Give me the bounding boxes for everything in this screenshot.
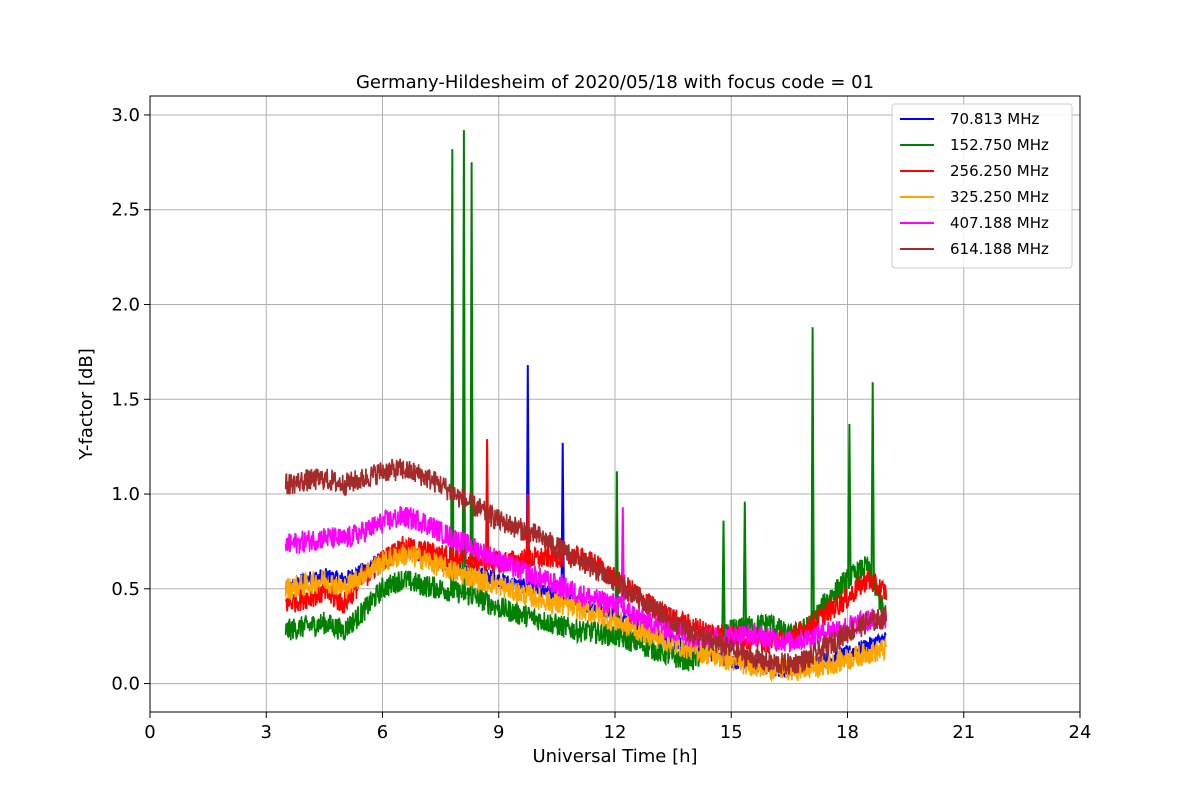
x-axis-label: Universal Time [h]: [532, 746, 697, 767]
series-spike: [620, 507, 625, 609]
legend-label: 325.250 MHz: [950, 188, 1049, 206]
x-tick-label: 15: [720, 722, 743, 743]
series-spike: [810, 327, 815, 622]
x-tick-label: 12: [604, 722, 627, 743]
series-spike: [450, 149, 455, 592]
y-tick-label: 0.5: [111, 579, 140, 600]
y-tick-label: 3.0: [111, 105, 140, 126]
series-spike: [485, 439, 490, 562]
x-tick-label: 18: [836, 722, 859, 743]
y-tick-label: 1.0: [111, 484, 140, 505]
x-tick-label: 9: [493, 722, 504, 743]
x-axis: 0 3 6 9 12 15 18 21 24: [144, 712, 1091, 743]
x-tick-label: 3: [261, 722, 272, 743]
chart-title: Germany-Hildesheim of 2020/05/18 with fo…: [356, 72, 874, 93]
legend-label: 152.750 MHz: [950, 136, 1049, 154]
series-line: [284, 506, 888, 653]
series-layer: [284, 130, 888, 683]
legend-label: 70.813 MHz: [950, 110, 1039, 128]
y-tick-label: 2.0: [111, 294, 140, 315]
series-line: [284, 458, 888, 675]
y-tick-label: 0.0: [111, 674, 140, 695]
legend-label: 256.250 MHz: [950, 162, 1049, 180]
legend-box: [891, 103, 1073, 269]
y-axis: 0.0 0.5 1.0 1.5 2.0 2.5 3.0: [111, 105, 150, 695]
series-spike: [721, 520, 726, 637]
x-tick-label: 24: [1069, 722, 1092, 743]
legend-label: 614.188 MHz: [950, 240, 1049, 258]
x-tick-label: 0: [144, 722, 155, 743]
y-tick-label: 1.5: [111, 389, 140, 410]
x-tick-label: 6: [377, 722, 388, 743]
series-spike: [870, 382, 875, 582]
series-spike: [742, 501, 747, 628]
legend: 70.813 MHz 152.750 MHz 256.250 MHz 325.250 …: [891, 103, 1073, 269]
legend-label: 407.188 MHz: [950, 214, 1049, 232]
series-spike: [847, 423, 852, 579]
x-tick-label: 21: [952, 722, 975, 743]
y-axis-label: Y-factor [dB]: [76, 348, 97, 461]
series-spike: [469, 162, 474, 597]
series-spike: [461, 130, 466, 594]
y-tick-label: 2.5: [111, 200, 140, 221]
